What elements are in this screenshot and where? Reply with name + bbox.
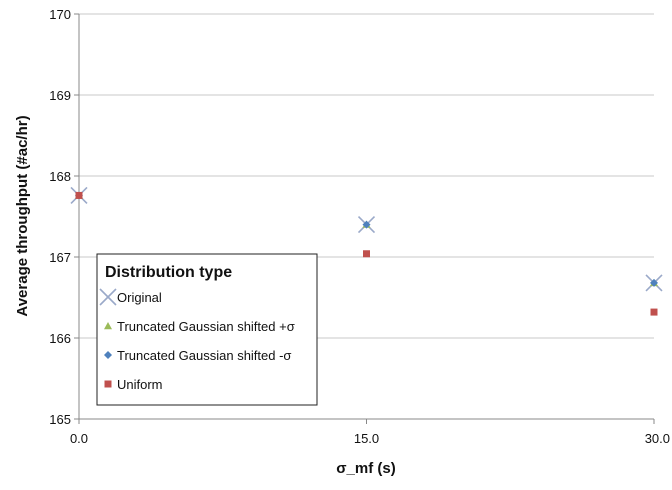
y-tick-label: 170 [49,7,71,22]
legend: Distribution type Original Truncated Gaus… [96,253,318,406]
data-point-square [650,308,658,316]
legend-items: Original Truncated Gaussian shifted +σ Tru… [99,288,295,392]
y-axis-title: Average throughput (#ac/hr) [14,115,31,316]
y-tick-label: 169 [49,88,71,103]
axis-layer: 165 166 167 168 169 170 0.0 15.0 30.0 [49,7,670,446]
legend-marker-triangle [104,322,112,330]
y-tick-label: 167 [49,250,71,265]
x-tick-label: 15.0 [354,431,379,446]
legend-title: Distribution type [105,264,232,281]
y-tick-label: 165 [49,412,71,427]
legend-label: Truncated Gaussian shifted -σ [117,348,291,363]
y-tick-label: 168 [49,169,71,184]
legend-marker-x [99,288,117,306]
data-point-diamond [362,220,371,229]
x-tick-label: 30.0 [645,431,670,446]
data-point-square [363,250,370,258]
legend-label: Uniform [117,377,163,392]
x-axis-title: σ_mf (s) [336,460,395,477]
marks-layer [70,186,663,316]
legend-label: Original [117,290,162,305]
y-tick-label: 166 [49,331,71,346]
legend-marker-square [104,380,112,388]
legend-label: Truncated Gaussian shifted +σ [117,319,295,334]
x-tick-label: 0.0 [70,431,88,446]
legend-marker-diamond [104,351,112,359]
data-point-diamond [650,278,658,287]
data-point-square [75,191,83,199]
legend-box [96,253,318,406]
